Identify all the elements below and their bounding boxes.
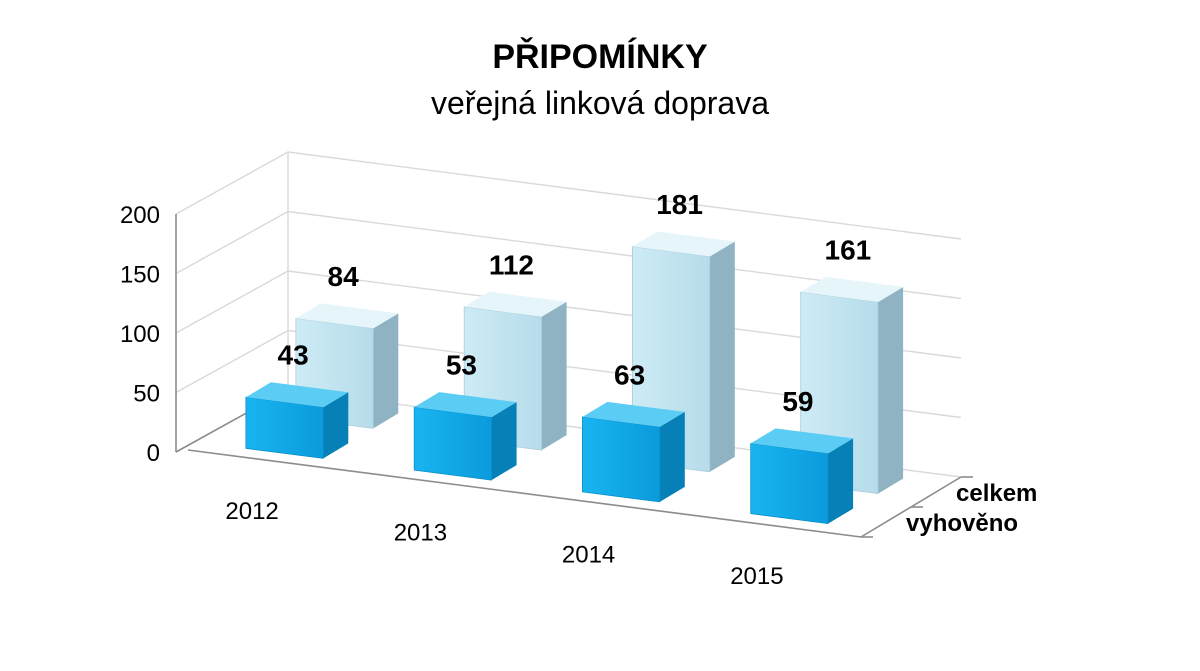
- bars: [245, 231, 904, 524]
- data-label: 59: [782, 386, 813, 417]
- bar-top: [582, 401, 685, 427]
- data-label: 161: [825, 235, 872, 266]
- data-label: 63: [614, 359, 645, 390]
- y-tick-label: 100: [120, 321, 160, 348]
- bar-celkem-2015: [800, 277, 904, 495]
- bar-vyhověno-2013: [413, 392, 517, 481]
- x-tick-label: 2013: [394, 520, 447, 547]
- bar-top: [632, 231, 735, 257]
- bar-top: [750, 428, 854, 454]
- chart-subtitle: veřejná linková doprava: [431, 85, 769, 121]
- bar-front: [413, 406, 493, 481]
- chart-title: PŘIPOMÍNKY: [492, 38, 708, 76]
- bar-side: [373, 313, 399, 429]
- data-labels: 84 112 181 161 43 53 63 59: [278, 189, 872, 417]
- gridline: [175, 151, 962, 240]
- series-labels: vyhověno celkem: [906, 480, 1037, 537]
- bar-side: [828, 438, 854, 524]
- x-axis-categories: 2012 2013 2014 2015: [225, 498, 783, 590]
- data-label: 43: [278, 340, 309, 371]
- bar-side: [491, 402, 517, 481]
- x-tick-label: 2015: [730, 563, 783, 590]
- bar-top: [414, 392, 517, 418]
- category-axis: [187, 449, 862, 538]
- data-label: 112: [489, 249, 534, 280]
- bar-vyhověno-2015: [750, 428, 854, 524]
- y-axis-ticks: 0 50 100 150 200: [120, 202, 160, 467]
- bar-top: [295, 303, 399, 329]
- y-tick-label: 200: [120, 202, 160, 229]
- bar-front: [245, 396, 324, 459]
- y-tick-label: 0: [147, 440, 160, 467]
- series-label: vyhověno: [906, 510, 1018, 537]
- bar-top: [245, 382, 349, 408]
- x-tick-label: 2014: [562, 541, 615, 568]
- y-tick-label: 150: [120, 262, 160, 289]
- axes: [175, 214, 973, 538]
- bar-side: [541, 301, 567, 451]
- bar-top: [464, 291, 567, 317]
- bar-side: [323, 392, 349, 459]
- bar-front: [582, 416, 661, 503]
- bar-top: [800, 277, 904, 302]
- gridlines: [175, 151, 962, 478]
- y-tick-label: 50: [133, 381, 160, 408]
- data-label: 181: [656, 189, 703, 220]
- bar-side: [659, 411, 685, 502]
- bar-vyhověno-2014: [582, 401, 685, 503]
- bar-vyhověno-2012: [245, 382, 349, 459]
- bar-side: [878, 287, 904, 494]
- data-label: 53: [446, 350, 477, 381]
- data-label: 84: [328, 261, 360, 292]
- x-tick-label: 2012: [225, 498, 278, 525]
- bar-front: [750, 442, 829, 524]
- series-label: celkem: [956, 480, 1037, 507]
- bar-side: [709, 241, 735, 472]
